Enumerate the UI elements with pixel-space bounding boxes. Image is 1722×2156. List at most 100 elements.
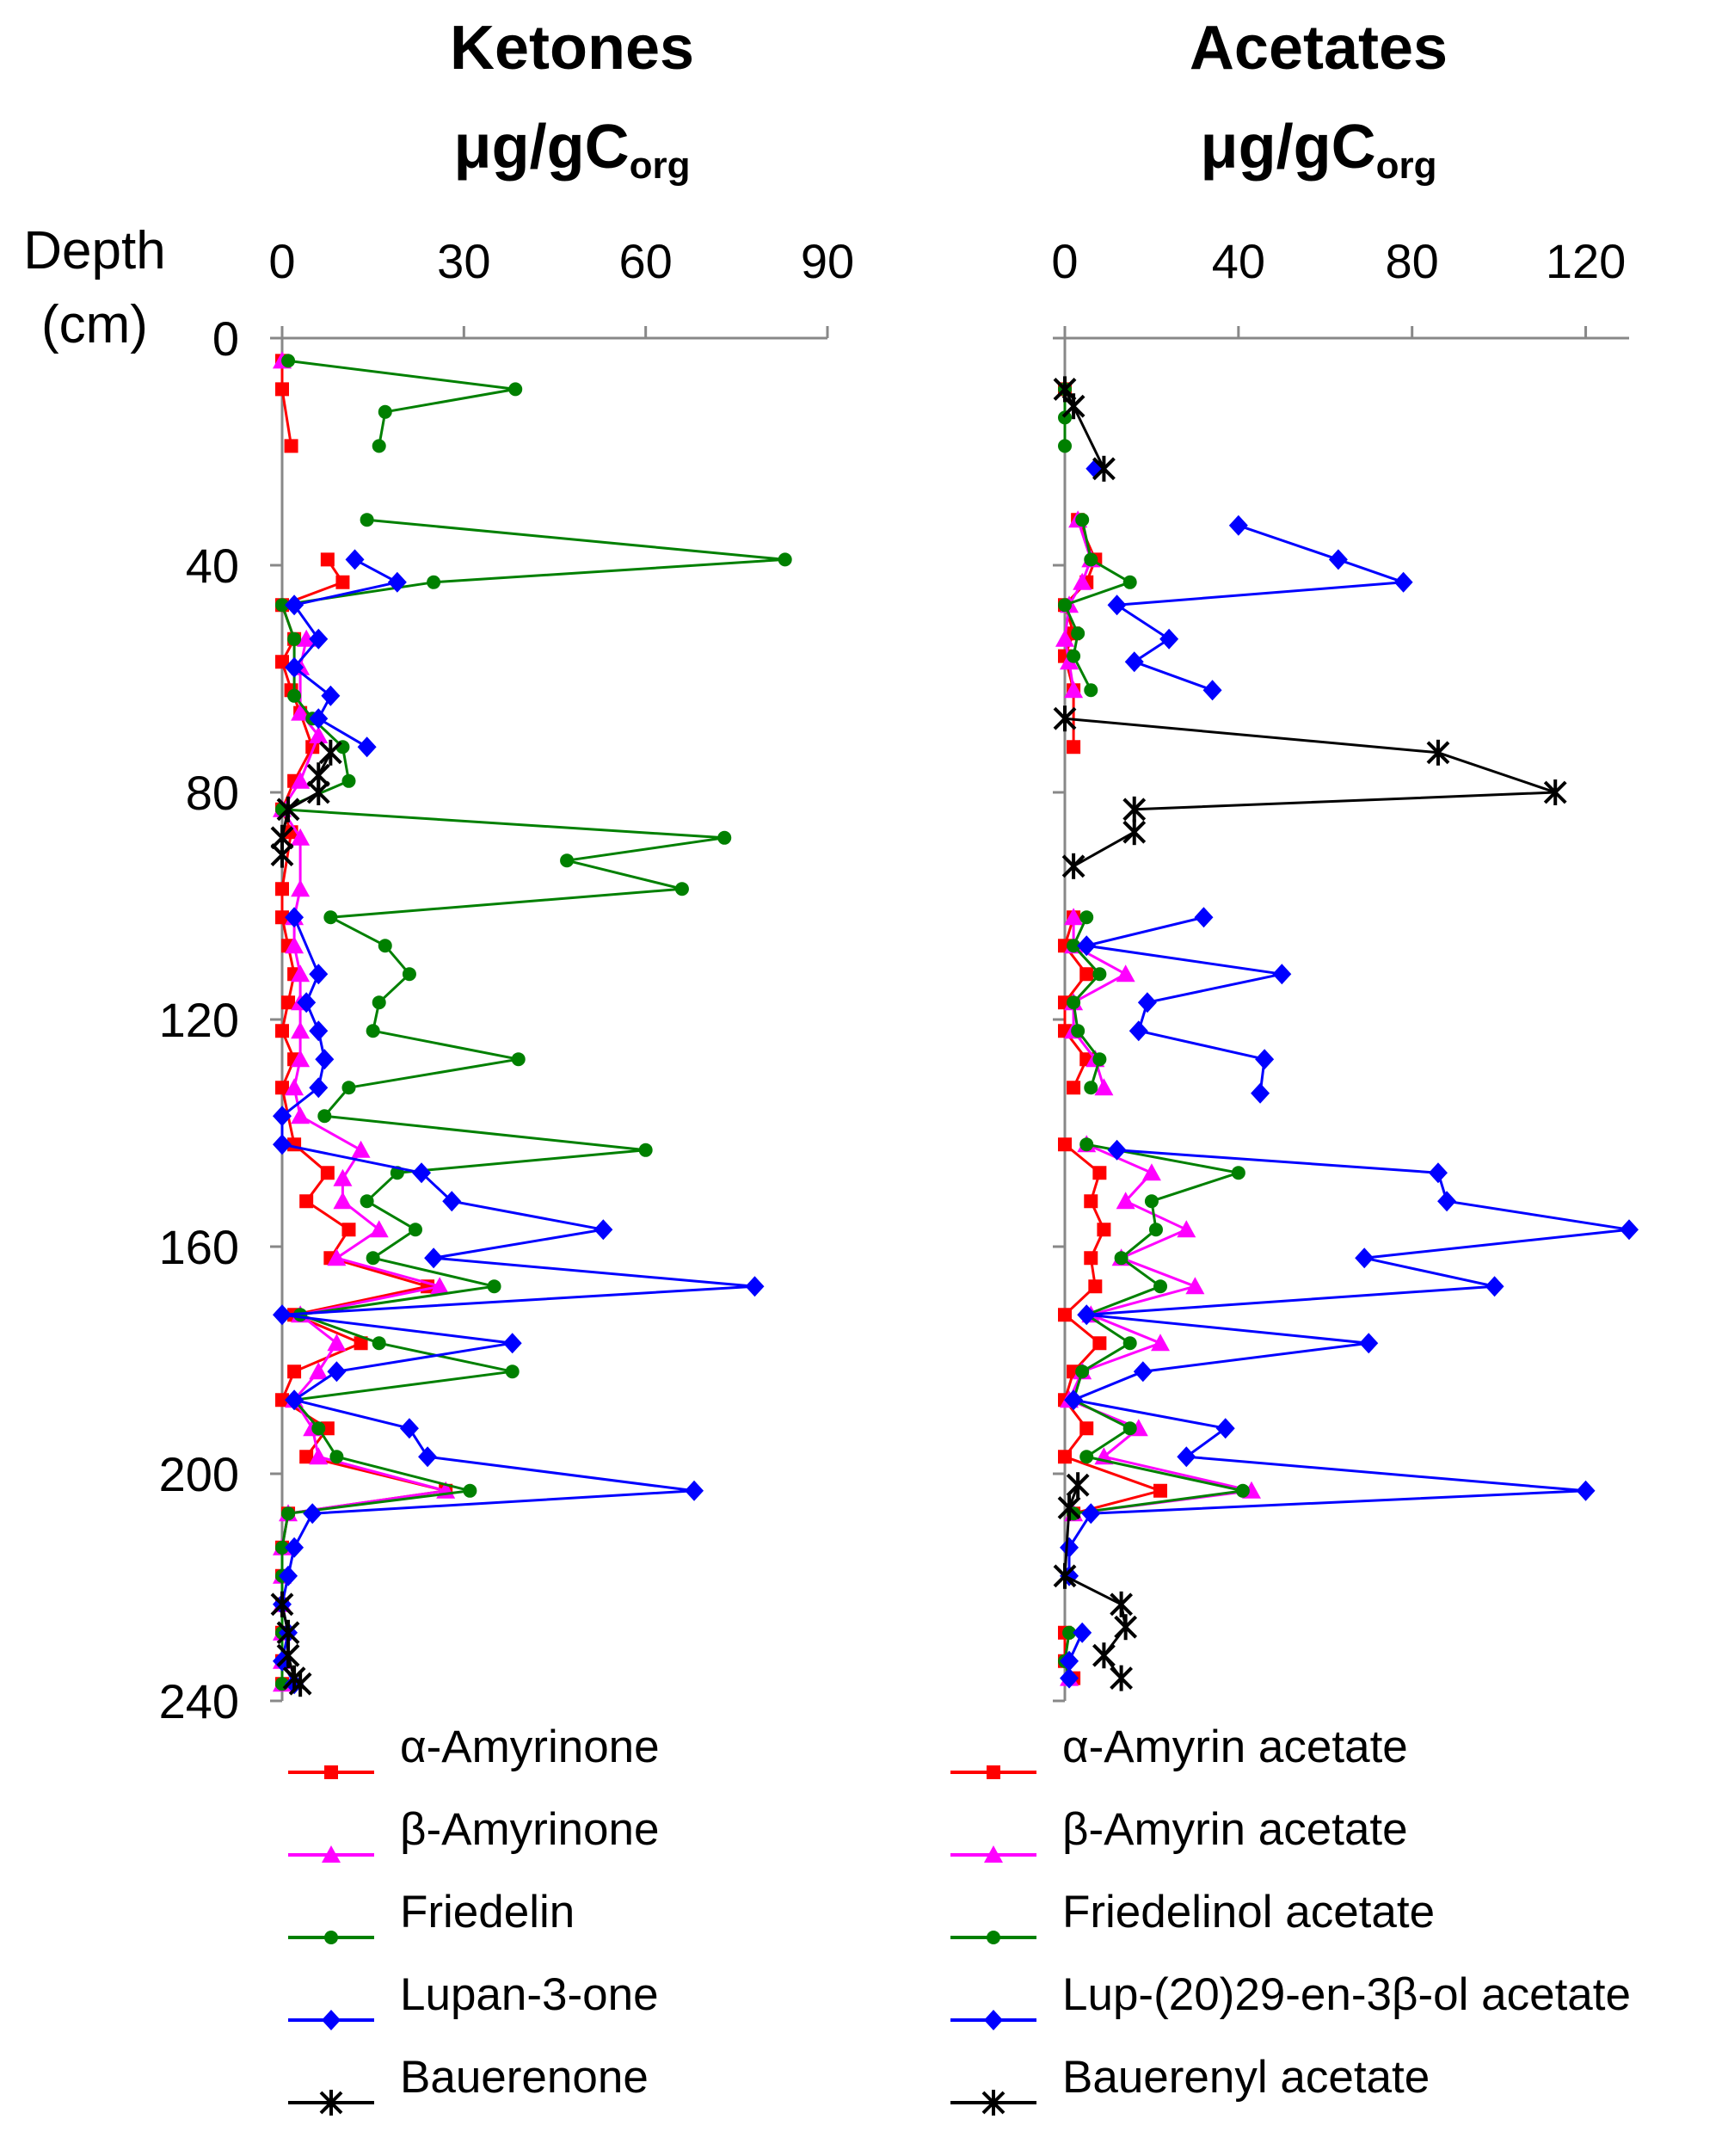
series-line <box>280 360 293 447</box>
data-point <box>1137 992 1157 1013</box>
data-point <box>745 1276 765 1297</box>
data-point <box>281 354 296 368</box>
data-point <box>335 575 350 589</box>
series-0 <box>275 354 453 1691</box>
x-tick-label: 60 <box>619 234 673 288</box>
data-point <box>685 1480 704 1501</box>
data-point <box>275 382 289 397</box>
data-point <box>284 439 298 453</box>
data-point <box>333 1168 353 1186</box>
series-line <box>287 359 517 447</box>
legend-label: α-Amyrin acetate <box>1062 1722 1408 1772</box>
data-point <box>1057 1494 1081 1521</box>
legend-item: Lup-(20)29-en-3β-ol acetate <box>950 1969 1631 2030</box>
data-point <box>315 1049 335 1070</box>
legend-item: Friedelinol acetate <box>950 1887 1435 1944</box>
data-point <box>408 1223 422 1237</box>
data-point <box>1122 575 1137 589</box>
data-point <box>1129 1020 1148 1042</box>
data-point <box>717 830 732 845</box>
data-point <box>1620 1219 1639 1241</box>
data-point <box>1066 1472 1090 1499</box>
data-point <box>1067 649 1081 663</box>
data-point <box>1092 967 1107 982</box>
series-line <box>1064 717 1557 868</box>
series-3 <box>1060 458 1639 1689</box>
data-point <box>427 575 441 589</box>
legend-item: α-Amyrin acetate <box>950 1722 1408 1779</box>
data-point <box>320 1166 335 1180</box>
data-point <box>1359 1333 1379 1354</box>
data-point <box>1097 1223 1111 1237</box>
x-tick-label: 80 <box>1386 234 1439 288</box>
data-point <box>1543 779 1567 805</box>
ketones-unit-title: μg/gCorg <box>454 113 691 187</box>
data-point <box>1067 995 1081 1010</box>
y-tick-label: 40 <box>186 539 239 593</box>
data-point <box>638 1143 653 1157</box>
data-point <box>372 439 386 453</box>
data-point <box>1092 455 1116 482</box>
data-point <box>311 1421 326 1436</box>
legend-item: β-Amyrin acetate <box>950 1804 1408 1863</box>
data-point <box>1060 1537 1079 1558</box>
data-point <box>402 967 416 982</box>
legend-marker <box>987 1765 1000 1779</box>
legend-marker <box>981 2090 1006 2116</box>
data-point <box>1328 549 1348 570</box>
data-point <box>273 1134 292 1155</box>
data-point <box>674 882 689 896</box>
data-point <box>275 1024 289 1038</box>
data-point <box>1122 1421 1137 1436</box>
data-point <box>502 1333 522 1354</box>
data-point <box>329 1450 344 1464</box>
data-point <box>1194 907 1214 928</box>
data-point <box>1079 1421 1094 1436</box>
data-point <box>273 1304 292 1326</box>
data-point <box>1071 1024 1085 1038</box>
data-point <box>1231 1166 1245 1180</box>
data-point <box>1067 1081 1081 1095</box>
data-point <box>345 549 365 570</box>
legend-label: Lupan-3-one <box>400 1969 659 2020</box>
data-point <box>270 1591 294 1617</box>
legend-item: Bauerenyl acetate <box>950 2052 1430 2116</box>
data-point <box>341 1081 356 1095</box>
data-point <box>1251 1082 1270 1104</box>
data-point <box>1151 1334 1171 1352</box>
data-point <box>351 1140 371 1158</box>
series-4 <box>270 739 342 1697</box>
data-point <box>1092 1336 1107 1351</box>
data-point <box>1107 594 1127 616</box>
data-point <box>487 1279 501 1294</box>
data-point <box>1058 1450 1072 1464</box>
legend-label: Lup-(20)29-en-3β-ol acetate <box>1062 1969 1631 2020</box>
data-point <box>1061 393 1085 420</box>
data-point <box>505 1364 520 1379</box>
data-point <box>276 1619 300 1646</box>
data-point <box>275 882 289 896</box>
data-point <box>1071 626 1085 641</box>
data-point <box>1058 598 1072 613</box>
data-point <box>1079 967 1094 982</box>
data-point <box>1177 1446 1196 1468</box>
data-point <box>1255 1049 1275 1070</box>
data-point <box>560 853 575 868</box>
legend-label: Bauerenone <box>400 2052 649 2103</box>
data-point <box>321 685 341 706</box>
data-point <box>424 1247 444 1269</box>
x-tick-label: 40 <box>1212 234 1265 288</box>
data-point <box>1092 1052 1107 1067</box>
x-tick-label: 30 <box>437 234 490 288</box>
data-point <box>1148 1223 1163 1237</box>
x-tick-label: 90 <box>801 234 854 288</box>
data-point <box>1053 705 1077 732</box>
acetates-panel: 0 40 80 120 <box>1051 234 1639 1703</box>
data-point <box>1272 964 1292 985</box>
ketones-title: Ketones <box>450 14 694 83</box>
y-tick-label: 120 <box>159 993 239 1047</box>
data-point <box>287 631 302 646</box>
data-point <box>1107 1139 1127 1161</box>
series-line <box>1116 524 1405 692</box>
series-3 <box>273 549 765 1695</box>
